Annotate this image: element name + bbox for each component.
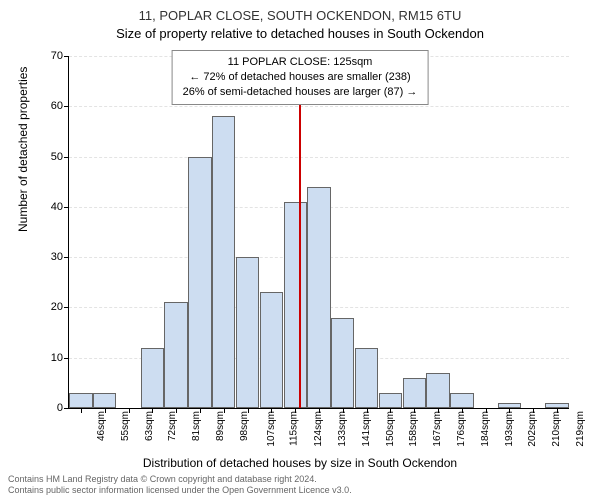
histogram-bar [450, 393, 473, 408]
histogram-bar [426, 373, 449, 408]
y-tick-label: 10 [39, 352, 63, 364]
x-tick-label: 98sqm [239, 411, 250, 441]
x-tick-label: 124sqm [313, 411, 324, 447]
histogram-bar [188, 157, 211, 408]
credit-line-1: Contains HM Land Registry data © Crown c… [8, 474, 317, 484]
x-tick [509, 408, 510, 413]
y-tick [64, 157, 69, 158]
x-tick-label: 107sqm [265, 411, 276, 447]
y-tick [64, 207, 69, 208]
y-axis-label: Number of detached properties [16, 67, 30, 232]
histogram-bar [331, 318, 354, 409]
y-tick [64, 106, 69, 107]
histogram-bar [284, 202, 307, 408]
x-tick-label: 141sqm [361, 411, 372, 447]
y-tick [64, 358, 69, 359]
x-tick-label: 81sqm [191, 411, 202, 441]
histogram-bar [69, 393, 92, 408]
chart-title-desc: Size of property relative to detached ho… [0, 26, 600, 41]
y-tick-label: 70 [39, 50, 63, 62]
credit-text: Contains HM Land Registry data © Crown c… [8, 474, 592, 496]
info-larger-pct: 26% of semi-detached houses are larger (… [183, 85, 418, 100]
x-tick-label: 210sqm [551, 411, 562, 447]
x-tick-label: 115sqm [289, 411, 300, 446]
credit-line-2: Contains public sector information licen… [8, 485, 352, 495]
y-tick-label: 20 [39, 301, 63, 313]
y-tick-label: 60 [39, 100, 63, 112]
x-tick-label: 46sqm [96, 411, 107, 441]
histogram-bar [212, 116, 235, 408]
x-tick [438, 408, 439, 413]
x-tick [200, 408, 201, 413]
y-tick-label: 30 [39, 251, 63, 263]
gridline [69, 106, 569, 107]
x-tick-label: 202sqm [527, 411, 538, 447]
x-tick [224, 408, 225, 413]
y-tick [64, 408, 69, 409]
x-tick-label: 176sqm [456, 411, 467, 447]
x-tick [390, 408, 391, 413]
x-tick [152, 408, 153, 413]
x-tick [557, 408, 558, 413]
histogram-bar [260, 292, 283, 408]
property-size-histogram: 11, POPLAR CLOSE, SOUTH OCKENDON, RM15 6… [0, 0, 600, 500]
x-tick-label: 72sqm [167, 411, 178, 441]
x-tick [367, 408, 368, 413]
histogram-bar [141, 348, 164, 408]
x-tick-label: 133sqm [337, 411, 348, 447]
x-tick-label: 55sqm [120, 411, 131, 441]
y-tick [64, 257, 69, 258]
x-tick [105, 408, 106, 413]
x-tick [129, 408, 130, 413]
x-tick [486, 408, 487, 413]
x-tick [462, 408, 463, 413]
reference-line [299, 56, 301, 408]
x-tick-label: 89sqm [215, 411, 226, 441]
x-tick-label: 63sqm [144, 411, 155, 441]
plot-area: 01020304050607046sqm55sqm63sqm72sqm81sqm… [68, 56, 569, 409]
x-tick-label: 167sqm [432, 411, 443, 447]
x-tick [343, 408, 344, 413]
chart-title-address: 11, POPLAR CLOSE, SOUTH OCKENDON, RM15 6… [0, 8, 600, 23]
x-tick [248, 408, 249, 413]
property-info-box: 11 POPLAR CLOSE: 125sqm ← 72% of detache… [172, 50, 429, 105]
histogram-bar [379, 393, 402, 408]
y-tick [64, 56, 69, 57]
histogram-bar [403, 378, 426, 408]
x-tick [295, 408, 296, 413]
histogram-bar [164, 302, 187, 408]
histogram-bar [307, 187, 330, 408]
histogram-bar [236, 257, 259, 408]
y-tick-label: 40 [39, 201, 63, 213]
x-tick-label: 219sqm [575, 411, 586, 447]
x-tick-label: 184sqm [480, 411, 491, 447]
x-tick [414, 408, 415, 413]
histogram-bar [93, 393, 116, 408]
y-tick [64, 307, 69, 308]
y-tick-label: 50 [39, 151, 63, 163]
x-tick [81, 408, 82, 413]
x-tick-label: 158sqm [408, 411, 419, 447]
info-smaller-pct: ← 72% of detached houses are smaller (23… [183, 70, 418, 85]
x-tick-label: 150sqm [384, 411, 395, 447]
x-tick [176, 408, 177, 413]
x-tick-label: 193sqm [503, 411, 514, 447]
info-property-size: 11 POPLAR CLOSE: 125sqm [183, 55, 418, 70]
x-tick [533, 408, 534, 413]
x-tick [271, 408, 272, 413]
y-tick-label: 0 [39, 402, 63, 414]
gridline [69, 157, 569, 158]
histogram-bar [355, 348, 378, 408]
x-axis-label: Distribution of detached houses by size … [0, 456, 600, 470]
x-tick [319, 408, 320, 413]
